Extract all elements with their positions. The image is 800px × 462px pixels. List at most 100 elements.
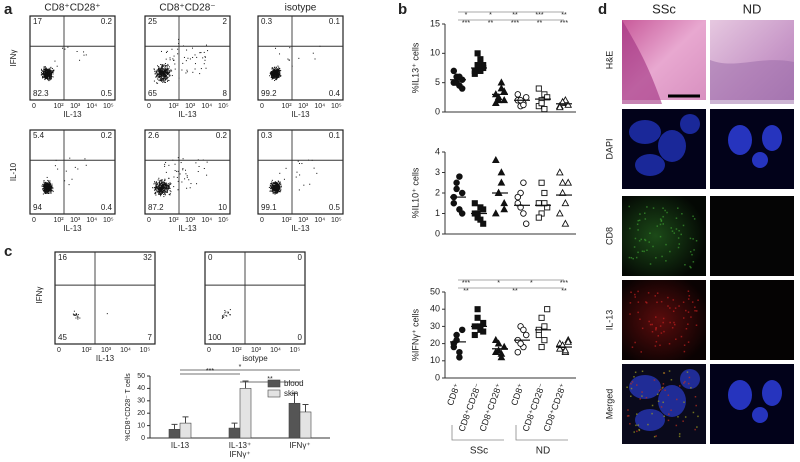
event-dot — [164, 70, 166, 72]
event-dot — [166, 184, 168, 186]
quadrant-value: 0 — [298, 333, 303, 342]
event-dot — [49, 191, 51, 193]
event-dot — [158, 177, 160, 179]
data-point — [497, 168, 506, 176]
event-dot — [162, 77, 164, 79]
event-dot — [280, 183, 282, 185]
data-point — [561, 199, 570, 207]
event-dot — [158, 68, 160, 70]
stain-speck — [671, 230, 674, 232]
event-dot — [165, 184, 167, 186]
event-dot — [48, 74, 50, 76]
micrograph — [710, 364, 794, 444]
event-dot — [158, 185, 160, 187]
column-title: CD8⁺CD28⁺ — [44, 3, 100, 14]
event-dot — [168, 70, 170, 72]
event-dot — [158, 187, 160, 189]
event-dot — [45, 68, 47, 70]
x-axis-label: IL-13 — [291, 224, 310, 233]
event-dot — [47, 72, 49, 74]
event-dot — [287, 58, 289, 60]
event-dot — [272, 189, 274, 191]
quadrant-value: 25 — [148, 17, 157, 26]
event-dot — [163, 180, 165, 182]
event-dot — [154, 70, 156, 72]
event-dot — [52, 187, 54, 189]
data-point — [555, 209, 564, 217]
stain-speck — [634, 341, 636, 344]
stain-speck — [657, 400, 660, 403]
event-dot — [200, 52, 202, 54]
event-dot — [159, 193, 161, 195]
event-dot — [164, 71, 166, 73]
event-dot — [190, 183, 192, 185]
event-dot — [106, 313, 108, 315]
data-point — [564, 178, 573, 186]
data-point — [453, 185, 460, 193]
event-dot — [49, 69, 51, 71]
event-dot — [41, 73, 43, 75]
event-dot — [164, 80, 166, 82]
data-point — [471, 331, 478, 339]
event-dot — [42, 70, 44, 72]
stain-speck — [688, 376, 691, 379]
data-point — [458, 210, 466, 217]
event-dot — [278, 74, 280, 76]
event-dot — [174, 68, 176, 70]
legend-swatch — [267, 379, 281, 388]
event-dot — [162, 74, 164, 76]
stain-speck — [676, 398, 678, 401]
event-dot — [161, 68, 163, 70]
event-dot — [195, 162, 197, 164]
group-label: SSc — [470, 446, 488, 457]
event-dot — [43, 72, 45, 74]
event-dot — [164, 72, 166, 74]
event-dot — [273, 182, 275, 184]
event-dot — [164, 184, 166, 186]
event-dot — [166, 65, 168, 67]
event-dot — [49, 78, 51, 80]
quadrant-value: 0.2 — [101, 17, 113, 26]
event-dot — [160, 74, 162, 76]
event-dot — [269, 75, 271, 77]
event-dot — [166, 188, 168, 190]
event-dot — [45, 69, 47, 71]
event-dot — [275, 185, 277, 187]
event-dot — [274, 71, 276, 73]
quadrant-value: 5.4 — [33, 131, 45, 140]
stain-speck — [672, 299, 675, 301]
event-dot — [46, 185, 48, 187]
x-tick-label: CD8⁺ — [445, 382, 462, 407]
error-bar — [182, 416, 189, 424]
event-dot — [154, 191, 156, 193]
x-tick-label: 10⁴ — [314, 103, 325, 110]
event-dot — [166, 68, 168, 70]
data-point — [450, 199, 458, 207]
event-dot — [159, 180, 161, 182]
group-label: ND — [536, 446, 550, 457]
event-dot — [276, 189, 278, 191]
event-dot — [271, 67, 273, 69]
significance-label: * — [465, 12, 468, 19]
stain-speck — [670, 227, 673, 229]
event-dot — [162, 70, 164, 72]
event-dot — [189, 58, 191, 60]
quadrant-value: 32 — [143, 253, 152, 262]
y-tick-label: 20 — [430, 338, 440, 348]
event-dot — [275, 192, 277, 194]
event-dot — [168, 74, 170, 76]
quadrant-value: 45 — [58, 333, 67, 342]
quadrant-value: 0.3 — [261, 131, 273, 140]
stain-speck — [635, 256, 638, 259]
event-dot — [205, 67, 207, 69]
event-dot — [272, 77, 274, 79]
event-dot — [278, 181, 280, 183]
event-dot — [163, 196, 165, 198]
event-dot — [165, 182, 167, 184]
event-dot — [40, 72, 42, 74]
x-tick-label: 10⁴ — [314, 217, 325, 224]
event-dot — [270, 186, 272, 188]
event-dot — [47, 189, 49, 191]
event-dot — [161, 183, 163, 185]
legend-label: blood — [284, 379, 304, 388]
